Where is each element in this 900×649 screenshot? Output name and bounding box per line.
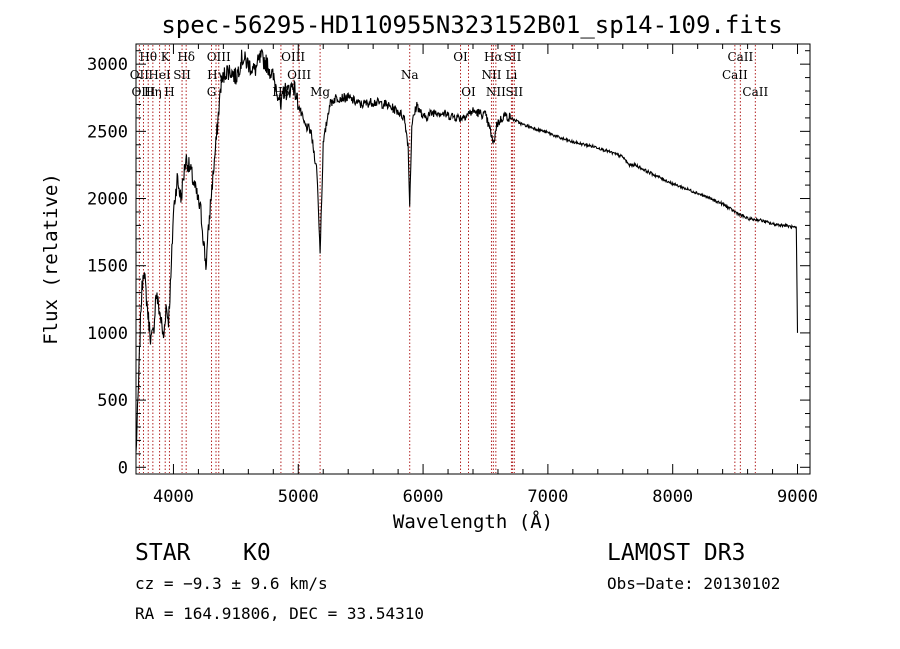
redshift-cz: cz = −9.3 ± 9.6 km/s — [135, 574, 328, 593]
y-axis-label: Flux (relative) — [40, 173, 62, 345]
line-marker-label-13: OIII — [287, 68, 311, 82]
line-marker-label-7: H — [164, 85, 174, 99]
x-tick-label-8000: 8000 — [652, 487, 693, 507]
y-tick-label-3000: 3000 — [87, 55, 128, 75]
observation-date: Obs−Date: 20130102 — [607, 574, 781, 593]
x-tick-label-4000: 4000 — [153, 487, 194, 507]
x-tick-label-5000: 5000 — [278, 487, 319, 507]
x-axis-label: Wavelength (Å) — [393, 510, 553, 533]
y-tick-label-1000: 1000 — [87, 324, 128, 344]
y-tick-label-1500: 1500 — [87, 257, 128, 277]
line-marker-label-26: CaII — [722, 68, 748, 82]
axis-ticks: 4000 5000 6000 7000 8000 9000 0 500 1000 1500 2000… — [87, 44, 818, 507]
y-tick-label-2500: 2500 — [87, 122, 128, 142]
spectrum-series — [135, 48, 799, 453]
survey-name: LAMOST DR3 — [607, 540, 746, 566]
spectrum-chart: spec-56295-HD110955N323152B01_sp14-109.f… — [40, 11, 818, 533]
line-marker-label-3: Hη — [144, 85, 162, 99]
object-class: STAR — [135, 540, 191, 566]
line-marker-label-0: Hθ — [139, 50, 157, 64]
line-marker-label-21: NII — [481, 68, 501, 82]
spectral-subclass: K0 — [243, 540, 271, 566]
chart-title: spec-56295-HD110955N323152B01_sp14-109.f… — [161, 11, 782, 39]
line-marker-label-25: CaII — [727, 50, 753, 64]
line-marker-label-12: OIII — [281, 50, 305, 64]
spectrum-line — [135, 48, 799, 453]
line-marker-label-11: G — [207, 85, 217, 99]
line-marker-label-15: Mg — [310, 85, 330, 99]
line-marker-label-17: OI — [453, 50, 468, 64]
line-marker-label-18: OI — [461, 85, 476, 99]
line-marker-label-19: Hα — [484, 50, 503, 64]
line-marker-label-10: Hγ — [207, 68, 225, 82]
line-marker-label-5: HeI — [148, 68, 171, 82]
line-marker-label-23: NII — [486, 85, 506, 99]
ra-dec-coordinates: RA = 164.91806, DEC = 33.54310 — [135, 604, 424, 623]
line-marker-label-16: Na — [401, 68, 419, 82]
line-marker-label-6: SII — [173, 68, 191, 82]
line-marker-label-2: OIII — [131, 85, 155, 99]
line-marker-label-8: Hδ — [177, 50, 195, 64]
x-tick-label-9000: 9000 — [777, 487, 818, 507]
x-tick-label-7000: 7000 — [527, 487, 568, 507]
y-tick-label-2000: 2000 — [87, 190, 128, 210]
y-tick-label-500: 500 — [97, 391, 128, 411]
line-marker-label-1: OII — [130, 68, 150, 82]
line-marker-label-22: Li — [506, 68, 518, 82]
line-marker-label-9: OIII — [207, 50, 231, 64]
line-marker-label-24: SII — [505, 85, 523, 99]
line-marker-label-27: CaII — [742, 85, 768, 99]
y-tick-label-0: 0 — [118, 458, 128, 478]
line-marker-label-20: SII — [504, 50, 522, 64]
line-marker-label-4: K — [161, 50, 171, 64]
x-tick-label-6000: 6000 — [403, 487, 444, 507]
